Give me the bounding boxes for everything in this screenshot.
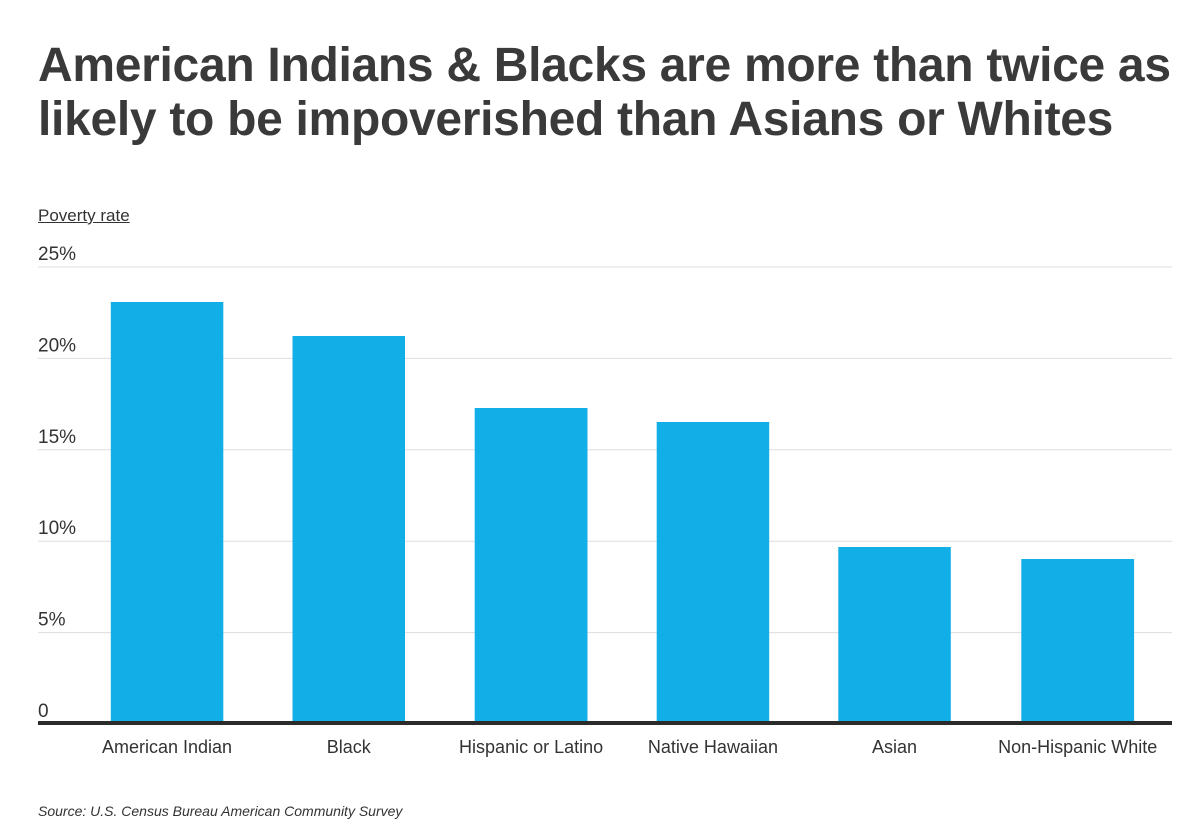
- svg-text:0: 0: [38, 701, 49, 722]
- svg-text:Black: Black: [327, 737, 372, 757]
- svg-text:Asian: Asian: [872, 737, 917, 757]
- svg-text:25%: 25%: [38, 244, 76, 265]
- svg-text:Hispanic or Latino: Hispanic or Latino: [459, 737, 603, 757]
- svg-text:5%: 5%: [38, 610, 66, 631]
- svg-text:15%: 15%: [38, 427, 76, 448]
- svg-text:Native Hawaiian: Native Hawaiian: [648, 737, 778, 757]
- svg-text:Non-Hispanic White: Non-Hispanic White: [998, 737, 1157, 757]
- svg-text:American Indian: American Indian: [102, 737, 232, 757]
- svg-text:20%: 20%: [38, 335, 76, 356]
- svg-text:10%: 10%: [38, 518, 76, 539]
